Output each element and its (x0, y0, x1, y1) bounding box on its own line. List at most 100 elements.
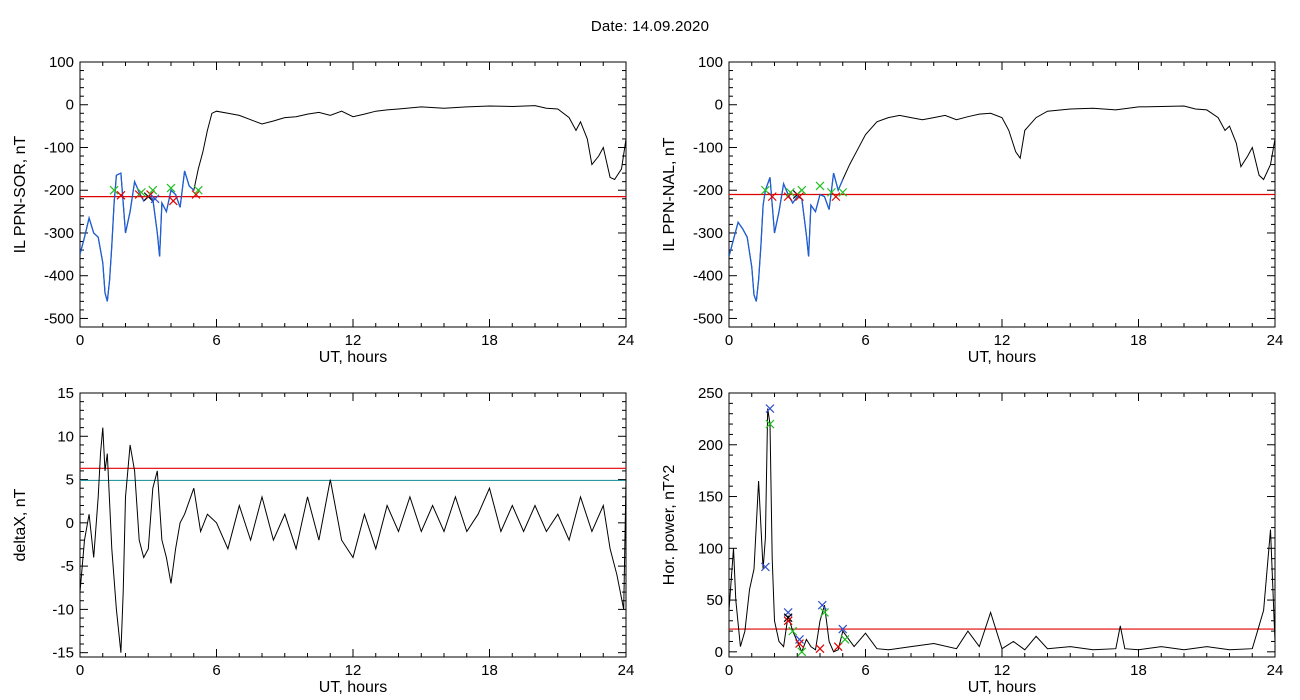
y-tick-label: 100 (698, 54, 723, 71)
y-tick-label: -100 (44, 139, 74, 156)
y-tick-label: 0 (66, 97, 74, 114)
x-tick-label: 24 (618, 662, 635, 679)
event-marker (168, 196, 178, 206)
event-marker (797, 647, 807, 657)
chart-panel-nal: 0 6 12 18 24 100 0 -100 -200 -300 -400 -500 UT, hour… (661, 54, 1283, 366)
chart-panel-deltax: 0 6 12 18 24 15 10 5 0 -5 -10 -15 UT, hours deltaX, n… (12, 385, 634, 696)
event-marker (797, 185, 807, 195)
x-axis-title: UT, hours (968, 349, 1036, 366)
x-tick-label: 12 (345, 332, 362, 349)
y-tick-label: 150 (698, 489, 723, 506)
event-marker (795, 639, 804, 648)
event-marker (166, 183, 176, 193)
x-tick-label: 24 (1267, 332, 1284, 349)
y-tick-label: -500 (693, 310, 723, 327)
event-marker (765, 419, 775, 429)
event-marker (817, 600, 827, 610)
y-tick-label: -200 (44, 182, 74, 199)
y-tick-label: 100 (49, 54, 74, 71)
y-tick-label: 0 (715, 97, 723, 114)
event-marker (783, 192, 793, 202)
event-marker (767, 192, 777, 202)
plot-area (80, 427, 626, 653)
y-tick-label: 15 (57, 385, 74, 402)
x-tick-label: 18 (481, 332, 498, 349)
event-marker (148, 185, 158, 195)
x-tick-label: 12 (345, 662, 362, 679)
event-marker (820, 608, 829, 617)
chart-panel-power: 0 6 12 18 24 250 200 150 100 50 0 UT, hours Hor. pow… (661, 385, 1283, 696)
event-marker (831, 192, 841, 202)
event-marker (783, 613, 793, 623)
y-axis-title: IL PPN-SOR, nT (12, 135, 29, 253)
event-marker (833, 642, 843, 652)
event-marker (795, 192, 804, 202)
y-tick-label: -400 (44, 268, 74, 285)
x-tick-label: 18 (1130, 332, 1147, 349)
x-tick-label: 12 (994, 662, 1011, 679)
y-tick-label: -10 (52, 601, 74, 618)
event-marker (815, 644, 825, 654)
x-tick-label: 6 (212, 662, 220, 679)
y-axis-title: deltaX, nT (12, 488, 29, 561)
x-tick-label: 0 (76, 332, 84, 349)
event-marker (193, 185, 203, 195)
x-tick-label: 6 (861, 662, 869, 679)
series-line-highlight (80, 170, 195, 302)
event-marker (783, 616, 793, 626)
plot-area (729, 105, 1275, 302)
y-tick-label: 200 (698, 437, 723, 454)
y-tick-label: -5 (61, 558, 74, 575)
y-tick-label: -300 (44, 225, 74, 242)
x-axis-title: UT, hours (968, 679, 1036, 696)
series-line-highlight (729, 172, 844, 302)
plot-area (729, 404, 1275, 657)
chart-panel-sor: 0 6 12 18 24 100 0 -100 -200 -300 -400 -500 UT, hour… (12, 54, 634, 366)
y-tick-label: 10 (57, 428, 74, 445)
event-marker (137, 187, 146, 197)
plot-area (80, 105, 626, 302)
y-tick-label: 100 (698, 540, 723, 557)
x-tick-label: 6 (212, 332, 220, 349)
plot-frame (79, 392, 627, 658)
x-tick-label: 0 (725, 662, 733, 679)
series-line (729, 408, 1275, 654)
x-axis-title: UT, hours (319, 679, 387, 696)
event-marker (788, 626, 798, 636)
event-marker (840, 634, 850, 644)
x-tick-label: 18 (481, 662, 498, 679)
event-marker (150, 194, 160, 204)
x-tick-label: 6 (861, 332, 869, 349)
page-date-title: Date: 14.09.2020 (590, 18, 710, 35)
x-tick-label: 24 (618, 332, 635, 349)
event-marker (765, 404, 775, 413)
event-marker (191, 190, 201, 199)
event-marker (786, 187, 795, 197)
y-axis-title: Hor. power, nT^2 (661, 465, 678, 586)
event-marker (838, 187, 848, 197)
x-tick-label: 0 (76, 662, 84, 679)
y-tick-label: 0 (66, 515, 74, 532)
y-tick-label: -100 (693, 139, 723, 156)
event-marker (815, 181, 825, 191)
series-line (729, 105, 1275, 302)
plot-frame (79, 61, 627, 328)
event-marker (760, 562, 770, 572)
event-marker (109, 185, 119, 195)
series-line (80, 427, 626, 653)
y-axis-title: IL PPN-NAL, nT (661, 137, 678, 251)
event-marker (795, 634, 804, 644)
x-tick-label: 18 (1130, 662, 1147, 679)
x-tick-label: 0 (725, 332, 733, 349)
y-tick-label: 250 (698, 385, 723, 402)
y-tick-label: -300 (693, 225, 723, 242)
x-axis-title: UT, hours (319, 349, 387, 366)
y-tick-label: -200 (693, 182, 723, 199)
event-marker (116, 190, 126, 200)
event-marker (838, 624, 848, 634)
y-tick-label: 50 (706, 592, 723, 609)
x-tick-label: 24 (1267, 662, 1284, 679)
y-tick-label: 0 (715, 644, 723, 661)
y-tick-label: -15 (52, 645, 74, 662)
